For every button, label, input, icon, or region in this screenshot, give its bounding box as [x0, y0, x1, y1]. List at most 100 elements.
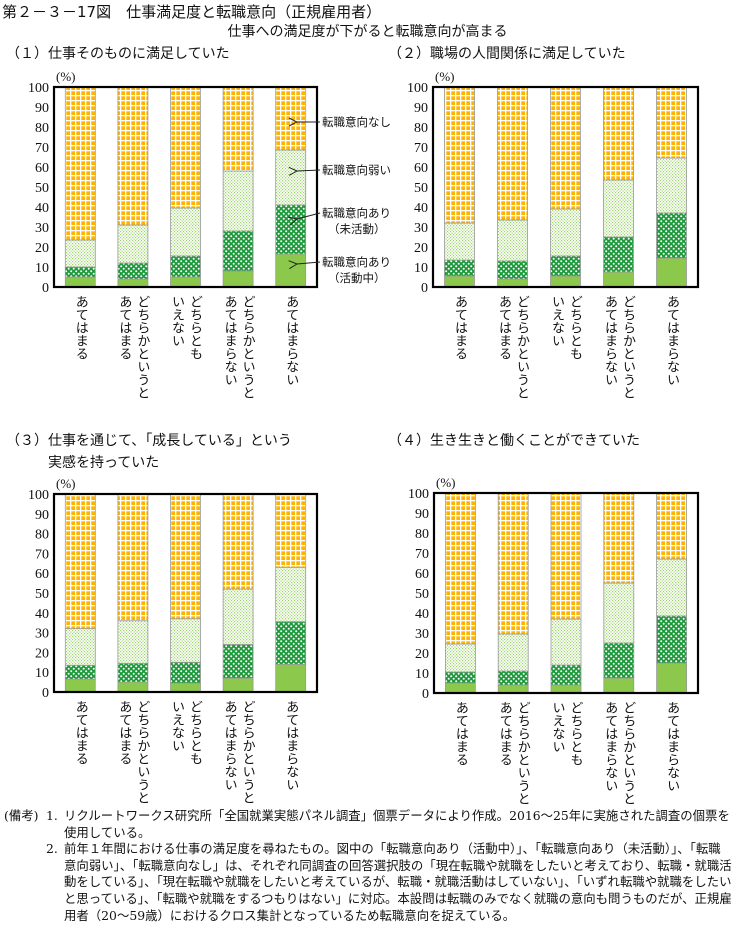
bar-segment-inactive [170, 255, 201, 278]
y-tick-label: 0 [421, 281, 428, 296]
note-number: 1. [46, 808, 58, 823]
bar-segment-weak [64, 239, 96, 268]
bar-segment-weak [222, 588, 254, 645]
arrow-icon [297, 262, 321, 264]
panel-2-title: （２）職場の人間関係に満足していた [388, 46, 626, 62]
legend-item: 転職意向なし [297, 115, 391, 129]
bar-segment-active [444, 275, 475, 288]
bar-segment-none [222, 493, 254, 590]
y-tick-label: 100 [28, 81, 49, 96]
bar-segment-active [550, 684, 582, 694]
legend-label: （活動中） [328, 271, 386, 285]
arrow-icon [297, 170, 321, 171]
bar-segment-weak [117, 224, 149, 264]
bar-segment-active [170, 276, 201, 288]
bar-segment-none [170, 493, 201, 620]
legend-item: 転職意向あり （未活動） [297, 206, 391, 236]
category-label: どちらかというと [134, 295, 149, 399]
y-axis-unit: (%) [56, 69, 76, 84]
bar-segment-none [656, 492, 687, 560]
category-label: どちらかというと [515, 701, 530, 805]
bar-segment-active [64, 678, 96, 693]
category-label: どちらかというと [620, 701, 635, 805]
y-tick-label: 40 [35, 201, 49, 216]
figure-title: 第２－３－17図 仕事満足度と転職意向（正規雇用者） [2, 3, 382, 21]
plot-frame [432, 491, 700, 695]
bar-segment-none [222, 86, 254, 172]
y-tick-label: 90 [35, 101, 49, 116]
y-tick-label: 10 [35, 261, 49, 276]
bar-segment-active [444, 682, 476, 694]
panel-3-title: （３）仕事を通じて、「成長している」という [6, 433, 292, 449]
bar-segment-none [603, 492, 635, 584]
y-tick-label: 0 [422, 687, 429, 702]
bar-segment-active [497, 278, 528, 288]
category-label: どちらとも [567, 295, 582, 360]
category-label: どちらとも [187, 295, 202, 360]
bar-segment-none [550, 492, 582, 620]
legend-label: 転職意向弱い [322, 163, 391, 177]
y-tick-label: 10 [415, 667, 429, 682]
bar-segment-inactive [550, 664, 582, 686]
y-tick-label: 0 [42, 686, 49, 701]
bar-segment-active [64, 276, 96, 288]
plot-frame [431, 85, 700, 289]
note-text: リクルートワークス研究所「全国就業実態パネル調査」個票データにより作成。2016… [64, 808, 730, 840]
category-label: あてはまらない [222, 700, 237, 791]
bar-segment-weak [497, 633, 529, 672]
bar-segment-weak [275, 149, 307, 206]
category-label: あてはまらない [664, 295, 679, 386]
bar-segment-inactive [550, 255, 581, 277]
legend-label: （未活動） [328, 222, 386, 236]
bar-segment-inactive [497, 260, 528, 280]
bar-segment-none [117, 493, 149, 622]
y-tick-label: 20 [414, 241, 428, 256]
bar-segment-inactive [275, 204, 307, 255]
bar-segment-inactive [64, 664, 96, 680]
plot-frame [52, 85, 319, 289]
y-tick-label: 60 [415, 567, 429, 582]
category-label: あてはまる [116, 295, 131, 360]
bar-segment-weak [222, 170, 254, 232]
legend-label: 転職意向あり [322, 206, 391, 220]
y-tick-label: 80 [415, 527, 429, 542]
category-label: あてはまる [116, 700, 131, 765]
y-tick-label: 80 [35, 528, 49, 543]
category-label: どちらとも [187, 700, 202, 765]
bar-segment-inactive [275, 621, 307, 665]
category-label: どちらとも [568, 701, 583, 766]
notes-label: (備考) [4, 808, 39, 823]
y-tick-label: 100 [28, 488, 49, 503]
bar-segment-active [656, 662, 687, 694]
y-tick-label: 0 [42, 281, 49, 296]
y-tick-label: 90 [414, 101, 428, 116]
notes: (備考) 1. リクルートワークス研究所「全国就業実態パネル調査」個票データによ… [4, 808, 732, 924]
bar-segment-none [275, 86, 307, 151]
note-number: 2. [46, 841, 58, 857]
bar-segment-weak [656, 558, 687, 617]
bar-segment-inactive [656, 212, 687, 259]
y-tick-label: 70 [415, 547, 429, 562]
legend-item: 転職意向弱い [297, 163, 391, 177]
y-tick-label: 30 [35, 221, 49, 236]
bar-segment-weak [603, 582, 635, 644]
y-tick-label: 30 [414, 221, 428, 236]
category-label: いえない [169, 700, 184, 752]
category-label: あてはまる [453, 701, 468, 766]
bar-segment-none [444, 86, 475, 224]
category-label: どちらかというと [240, 295, 255, 399]
bar-segment-weak [550, 208, 581, 257]
category-label: あてはまる [496, 295, 511, 360]
bar-segment-inactive [117, 662, 149, 683]
bar-segment-none [117, 86, 149, 226]
bar-segment-weak [275, 566, 307, 623]
bar-segment-inactive [444, 259, 475, 277]
note-text: 前年１年間における仕事の満足度を尋ねたもの。図中の「転職意向あり（活動中）」、「… [64, 841, 732, 923]
bar-segment-none [275, 493, 307, 568]
panel-1-title: （１）仕事そのものに満足していた [6, 46, 230, 62]
bar-segment-inactive [603, 642, 635, 679]
y-tick-label: 40 [35, 607, 49, 622]
